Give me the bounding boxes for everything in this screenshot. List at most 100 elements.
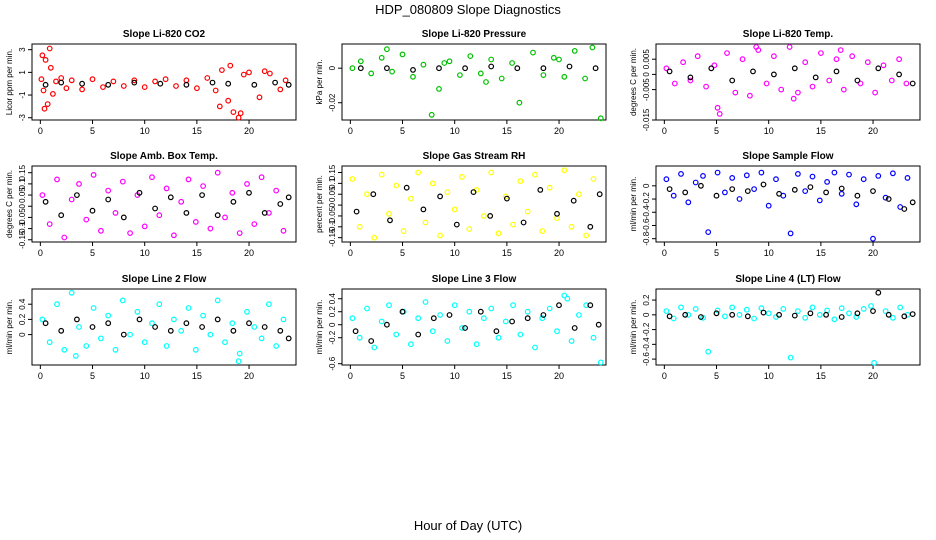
highlight-point bbox=[230, 198, 237, 205]
data-point bbox=[236, 350, 243, 357]
data-point bbox=[364, 305, 370, 312]
data-point bbox=[378, 171, 385, 178]
data-point bbox=[400, 228, 407, 235]
highlight-point bbox=[453, 221, 460, 228]
data-point bbox=[420, 61, 427, 68]
highlight-point bbox=[131, 79, 138, 86]
highlight-point bbox=[183, 81, 190, 88]
data-point bbox=[700, 172, 706, 179]
highlight-point bbox=[246, 189, 252, 196]
highlight-point bbox=[504, 195, 510, 202]
highlight-point bbox=[415, 331, 422, 338]
y-axis-label: percent per min. bbox=[315, 175, 324, 233]
data-point bbox=[225, 97, 232, 104]
data-point bbox=[364, 191, 370, 198]
data-point bbox=[393, 331, 400, 338]
data-point bbox=[857, 80, 864, 87]
highlight-point bbox=[357, 65, 364, 72]
data-point bbox=[273, 343, 280, 349]
data-point bbox=[131, 77, 138, 84]
y-tick-label: 0 bbox=[18, 332, 27, 337]
highlight-point bbox=[353, 208, 360, 215]
data-point bbox=[97, 335, 104, 342]
x-tick-label: 15 bbox=[816, 126, 826, 136]
highlight-point bbox=[537, 186, 544, 193]
data-point bbox=[235, 114, 242, 121]
data-point bbox=[546, 305, 553, 312]
highlight-point bbox=[875, 289, 882, 296]
data-point bbox=[809, 304, 816, 311]
data-point bbox=[483, 79, 489, 85]
y-tick-label: -0.2 bbox=[642, 322, 651, 336]
data-point bbox=[904, 174, 911, 181]
y-tick-label: 0.2 bbox=[642, 294, 651, 306]
data-point bbox=[509, 60, 515, 66]
data-point bbox=[663, 176, 670, 183]
highlight-point bbox=[214, 316, 221, 323]
data-point bbox=[399, 51, 406, 58]
highlight-point bbox=[807, 310, 814, 317]
data-point bbox=[266, 301, 272, 308]
y-axis-label: Licor ppm per min. bbox=[5, 49, 14, 115]
highlight-point bbox=[592, 65, 599, 72]
data-point bbox=[897, 304, 904, 311]
highlight-point bbox=[744, 313, 751, 320]
x-tick-label: 0 bbox=[662, 371, 667, 381]
x-tick-label: 15 bbox=[192, 371, 202, 381]
data-point bbox=[207, 331, 214, 338]
highlight-point bbox=[791, 312, 798, 319]
data-point bbox=[539, 228, 546, 235]
x-tick-label: 20 bbox=[554, 126, 564, 136]
data-point bbox=[437, 312, 444, 318]
highlight-point bbox=[687, 74, 694, 81]
data-point bbox=[685, 199, 692, 206]
data-point bbox=[561, 292, 568, 299]
data-point bbox=[173, 83, 179, 89]
highlight-point bbox=[854, 310, 861, 317]
data-point bbox=[904, 311, 911, 318]
data-point bbox=[473, 341, 480, 348]
highlight-point bbox=[157, 80, 164, 87]
data-point bbox=[795, 308, 801, 315]
y-tick-label: 0 bbox=[642, 183, 651, 188]
x-tick-label: 20 bbox=[554, 371, 564, 381]
data-point bbox=[422, 299, 429, 305]
data-point bbox=[141, 339, 148, 346]
highlight-point bbox=[42, 81, 49, 88]
highlight-point bbox=[901, 313, 908, 320]
data-point bbox=[212, 87, 219, 94]
highlight-point bbox=[540, 65, 547, 72]
x-tick-label: 10 bbox=[140, 248, 150, 258]
x-tick-label: 10 bbox=[450, 126, 460, 136]
data-point bbox=[860, 306, 867, 312]
highlight-point bbox=[437, 193, 444, 200]
highlight-point bbox=[209, 79, 216, 86]
data-point bbox=[83, 343, 90, 349]
highlight-point bbox=[838, 314, 845, 320]
data-point bbox=[678, 304, 684, 311]
data-point bbox=[90, 171, 97, 178]
x-tick-label: 10 bbox=[140, 126, 150, 136]
y-tick-label: -0.8 bbox=[642, 231, 651, 245]
data-point bbox=[273, 187, 280, 194]
plot-frame bbox=[341, 288, 607, 366]
data-point bbox=[729, 174, 736, 181]
y-tick-label: 0.4 bbox=[328, 293, 337, 305]
chart-panel-5: Slope Gas Stream RH 0 5 10 15 20 -0.15-0.1-0.0… bbox=[315, 151, 607, 258]
highlight-point bbox=[729, 77, 736, 84]
data-point bbox=[685, 311, 692, 318]
y-tick-label: -0.05 bbox=[18, 208, 27, 227]
chart-panel-8: Slope Line 3 Flow 0 5 10 15 20 -0.6 -0.2 0 0.20.4… bbox=[315, 274, 607, 381]
highlight-point bbox=[370, 191, 377, 198]
data-point bbox=[152, 78, 159, 85]
data-point bbox=[853, 314, 860, 320]
x-tick-label: 5 bbox=[714, 371, 719, 381]
data-point bbox=[185, 305, 192, 311]
data-point bbox=[256, 94, 263, 101]
data-point bbox=[53, 78, 59, 85]
x-tick-label: 20 bbox=[868, 248, 878, 258]
data-point bbox=[736, 196, 743, 202]
highlight-point bbox=[833, 68, 840, 75]
x-tick-label: 5 bbox=[714, 126, 719, 136]
data-point bbox=[112, 346, 119, 353]
